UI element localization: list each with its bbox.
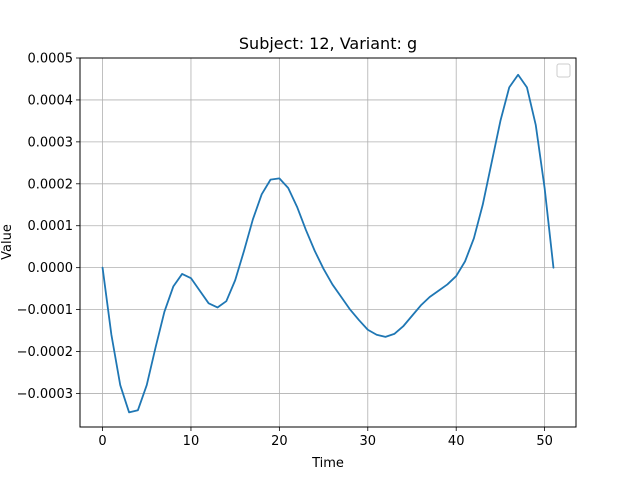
- y-tick-label: 0.0000: [28, 261, 74, 276]
- x-tick-label: 50: [536, 434, 553, 449]
- axis-ticks: [76, 57, 546, 431]
- y-tick-label: 0.0003: [28, 135, 74, 150]
- y-tick-label: 0.0004: [28, 93, 74, 108]
- y-tick-label: 0.0001: [28, 219, 74, 234]
- x-tick-label: 40: [448, 434, 465, 449]
- chart-title: Subject: 12, Variant: g: [239, 34, 417, 53]
- series-line-0: [101, 73, 555, 414]
- x-tick-label: 30: [360, 434, 377, 449]
- y-axis-label: Value: [0, 224, 15, 260]
- y-tick-label: 0.0002: [28, 177, 74, 192]
- x-tick-label: 10: [183, 434, 200, 449]
- tick-labels: 0 10 20 30 40 50 −0.0003 −0.0002 −0.0001 0.0000 0.…: [17, 52, 553, 450]
- x-axis-label: Time: [311, 456, 344, 471]
- legend-box: [556, 63, 571, 78]
- plot-frame: [79, 57, 577, 428]
- series-layer: [101, 73, 555, 414]
- y-tick-label: −0.0003: [17, 387, 73, 402]
- y-tick-label: −0.0002: [17, 345, 73, 360]
- y-tick-label: 0.0005: [28, 52, 74, 67]
- x-tick-label: 20: [271, 434, 288, 449]
- y-tick-label: −0.0001: [17, 303, 73, 318]
- grid-lines: [80, 57, 576, 427]
- x-tick-label: 0: [98, 434, 106, 449]
